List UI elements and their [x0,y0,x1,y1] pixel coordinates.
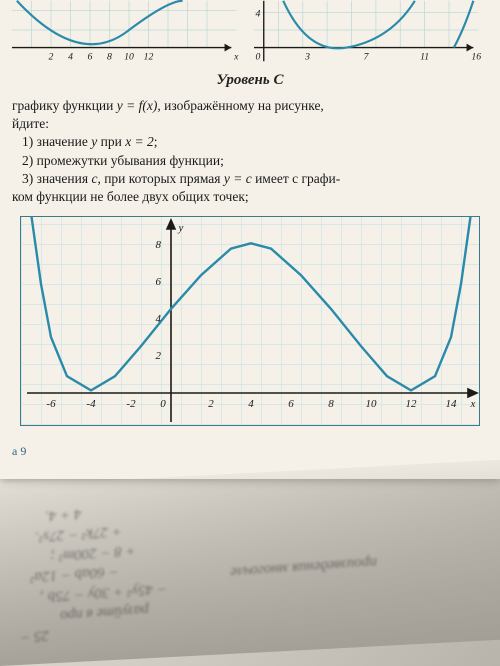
x-label: x [470,398,476,410]
mini-left-tick: 2 [49,51,54,62]
main-chart: -6 -4 -2 0 2 4 6 8 10 12 14 x y 2 4 6 8 [20,216,480,426]
page-number: а 9 [12,444,488,459]
q3-b: , при которых прямая [97,171,223,186]
intro-eq: y = f(x) [117,98,158,113]
mini-right-tick: 16 [471,51,481,62]
q3-d: имеет с графи- [252,171,341,186]
main-chart-svg: -6 -4 -2 0 2 4 6 8 10 12 14 x y 2 4 6 8 [21,217,481,427]
xt: -6 [46,398,56,410]
xt: 6 [288,398,294,410]
q1-b: при [97,134,125,149]
textbook-page: 2 4 6 8 10 12 x [0,0,500,479]
blur-line: 25 − [19,626,49,645]
xt: 12 [406,398,418,410]
mini-chart-left-svg: 2 4 6 8 10 12 x [12,0,246,62]
xt: 14 [446,398,458,410]
q3-a: 3) значения [22,171,91,186]
xt: -4 [86,398,96,410]
main-curve [31,217,471,390]
blur-line: разуйте в про [60,600,150,623]
blur-line: + 8 − 200m² ; [50,541,137,564]
intro-find: йдите: [12,115,488,133]
q2: 2) промежутки убывания функции; [12,152,488,170]
xt: 10 [366,398,378,410]
yt: 2 [156,350,162,362]
top-mini-charts-row: 2 4 6 8 10 12 x [12,0,488,62]
yt: 6 [156,276,162,288]
q3-line2: ком функции не более двух общих точек; [12,188,488,206]
blur-line: произведения многочле [230,553,378,580]
mini-right-tick: 3 [304,51,310,62]
xt: 4 [248,398,254,410]
mini-right-tick: 11 [420,51,429,62]
svg-text:0: 0 [255,51,260,62]
q3-eq: y = c [224,171,252,186]
mini-left-tick: 12 [144,51,154,62]
yt: 8 [156,239,162,251]
y-label: y [178,222,184,234]
q1-c: ; [154,134,158,149]
mini-chart-right: 4 0 3 7 11 16 [254,0,488,62]
mini-left-tick: 10 [124,51,134,62]
mini-left-tick: 8 [107,51,112,62]
xt: 8 [328,398,334,410]
background-blur-page: 25 − разуйте в про − 45y² + 30y − 75b , … [0,460,500,666]
mini-left-tick: 4 [68,51,73,62]
intro-b: , изображённому на рисунке, [157,98,323,113]
mini-left-x-label: x [233,51,239,62]
mini-right-ytick: 4 [255,8,260,19]
xt: 0 [160,398,166,410]
blur-line: − 60ab − 12a² [30,562,119,585]
level-heading: Уровень С [12,72,488,89]
blur-line: 4 + 4. [44,504,81,523]
mini-right-tick: 7 [364,51,370,62]
mini-left-tick: 6 [88,51,93,62]
problem-text: графику функции y = f(x), изображённому … [12,97,488,206]
mini-chart-left: 2 4 6 8 10 12 x [12,0,246,62]
blur-line: + 27k² − 27s². [35,522,123,545]
xt: -2 [126,398,136,410]
q1-x: x = 2 [125,134,154,149]
mini-chart-right-svg: 4 0 3 7 11 16 [254,0,488,62]
q1-a: 1) значение [22,134,91,149]
xt: 2 [208,398,214,410]
intro-a: графику функции [12,98,117,113]
